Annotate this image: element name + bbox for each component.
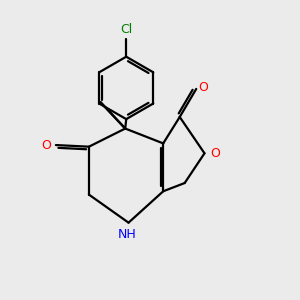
Text: O: O xyxy=(199,81,208,94)
Text: O: O xyxy=(41,139,51,152)
Text: Cl: Cl xyxy=(120,23,132,37)
Text: NH: NH xyxy=(118,228,136,241)
Text: O: O xyxy=(210,147,220,160)
